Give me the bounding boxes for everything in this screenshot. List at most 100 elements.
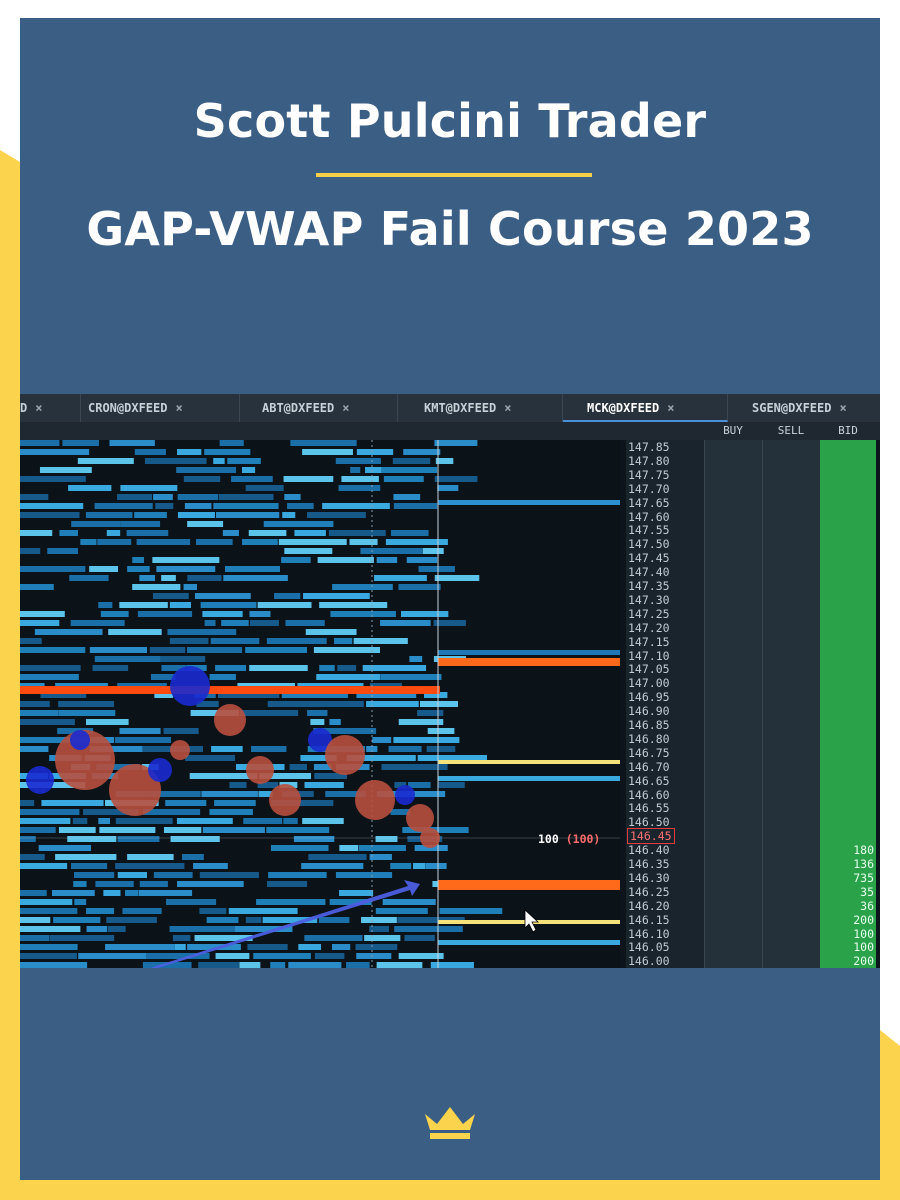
heat-cell [132,584,181,590]
heat-cell [417,710,444,716]
tab-d[interactable]: D × [20,394,81,422]
price-level[interactable]: 147.50 [628,537,670,552]
price-level[interactable]: 146.10 [628,926,670,941]
price-level[interactable]: 147.65 [628,495,670,510]
heat-cell [366,701,419,707]
price-level[interactable]: 147.15 [628,634,670,649]
heat-cell [95,881,134,887]
price-level[interactable]: 146.75 [628,745,670,760]
bid-size: 100 [853,926,874,941]
price-level[interactable]: 147.30 [628,592,670,607]
tab-kmt[interactable]: KMT@DXFEED × [398,394,563,422]
bid-size: 136 [853,857,874,871]
heat-cell [400,611,449,617]
price-level[interactable]: 147.75 [628,467,670,482]
heat-cell [356,692,417,698]
price-level[interactable]: 146.40 [628,843,670,858]
tab-abt[interactable]: ABT@DXFEED × [240,394,398,422]
price-level[interactable]: 147.80 [628,453,670,468]
order-label: 100 (100) [538,832,600,846]
price-level[interactable]: 147.60 [628,509,670,524]
heat-cell [117,836,160,842]
heat-cell [433,620,466,626]
price-level[interactable]: 146.20 [628,898,670,913]
price-level[interactable]: 146.90 [628,704,670,719]
heat-cell [317,557,374,563]
buy-column[interactable] [704,440,763,968]
trade-bubble [246,756,274,784]
close-icon[interactable]: × [667,401,675,415]
price-level[interactable]: 147.45 [628,551,670,566]
heat-cell [266,638,327,644]
column-header-sell: SELL [777,424,805,437]
heat-cell [328,530,386,536]
price-level[interactable]: 147.05 [628,662,670,677]
heat-cell [20,827,56,833]
price-level[interactable]: 147.00 [628,676,670,691]
price-level[interactable]: 147.10 [628,648,670,663]
heat-cell [439,908,503,914]
trade-bubble [325,735,365,775]
bid-column[interactable]: 180 136 735 35 36 200 100 100 200 [820,440,876,968]
heat-cell [182,854,204,860]
heat-cell [256,899,326,905]
price-level[interactable]: 147.20 [628,620,670,635]
price-level[interactable]: 147.40 [628,565,670,580]
close-icon[interactable]: × [342,401,350,415]
heat-cell [266,827,330,833]
trade-bubble [214,704,246,736]
heat-cell [134,512,167,518]
heat-cell [71,863,108,869]
tab-cron[interactable]: CRON@DXFEED × [80,394,240,422]
heat-cell [68,485,112,491]
price-level[interactable]: 146.80 [628,731,670,746]
heat-cell [20,674,79,680]
price-level[interactable]: 147.55 [628,523,670,538]
price-level[interactable]: 146.00 [628,954,670,968]
close-icon[interactable]: × [35,401,43,415]
heat-cell [187,944,241,950]
heat-cell [139,575,156,581]
heat-cell [376,962,423,968]
price-level[interactable]: 147.25 [628,606,670,621]
price-level[interactable]: 146.70 [628,759,670,774]
heat-cell [20,953,77,959]
price-level[interactable]: 146.95 [628,690,670,705]
heat-cell [20,440,60,446]
heat-cell [132,557,145,563]
price-level[interactable]: 147.35 [628,579,670,593]
heat-cell [58,710,116,716]
price-level[interactable]: 146.60 [628,787,670,802]
price-level[interactable]: 146.50 [628,815,670,830]
heat-cell [409,656,423,662]
price-level[interactable]: 146.45 [627,828,675,845]
heat-cell [20,926,81,932]
cover-panel: Scott Pulcini Trader GAP-VWAP Fail Cours… [20,18,880,1180]
heat-cell [137,611,193,617]
heat-cell [204,620,216,626]
close-icon[interactable]: × [504,401,512,415]
price-level[interactable]: 146.25 [628,884,670,899]
price-level[interactable]: 146.55 [628,801,670,816]
heat-cell [355,944,398,950]
price-level[interactable]: 146.85 [628,718,670,732]
heat-cell [59,530,78,536]
tab-mck[interactable]: MCK@DXFEED × [563,394,728,422]
heat-cell [270,962,286,968]
tab-sgen[interactable]: SGEN@DXFEED × [728,394,880,422]
price-level[interactable]: 147.70 [628,481,670,496]
close-icon[interactable]: × [175,401,183,415]
price-level[interactable]: 146.30 [628,870,670,885]
heat-cell [419,701,459,707]
price-level[interactable]: 146.35 [628,857,670,871]
price-level[interactable]: 147.85 [628,440,670,454]
heat-cell [390,530,429,536]
heat-cell [20,647,86,653]
heat-cell [177,449,202,455]
price-level[interactable]: 146.15 [628,912,670,927]
price-level[interactable]: 146.65 [628,773,670,788]
close-icon[interactable]: × [839,401,847,415]
price-level[interactable]: 146.05 [628,940,670,955]
sell-column[interactable] [762,440,821,968]
heat-cell [20,512,80,518]
